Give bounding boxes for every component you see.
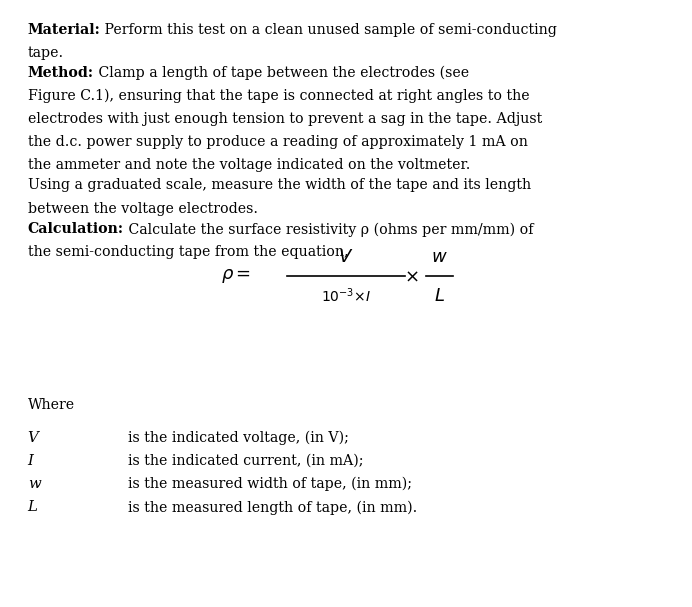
Text: Using a graduated scale, measure the width of the tape and its length: Using a graduated scale, measure the wid… (28, 178, 531, 192)
Text: Method:: Method: (28, 66, 93, 80)
Text: the ammeter and note the voltage indicated on the voltmeter.: the ammeter and note the voltage indicat… (28, 158, 470, 172)
Text: Perform this test on a clean unused sample of semi-conducting: Perform this test on a clean unused samp… (100, 23, 557, 37)
Text: tape.: tape. (28, 46, 64, 60)
Text: $\times$: $\times$ (404, 267, 419, 285)
Text: Where: Where (28, 398, 75, 412)
Text: w: w (28, 477, 40, 491)
Text: $\rho =$: $\rho =$ (221, 267, 251, 285)
Text: I: I (28, 454, 33, 468)
Text: is the measured width of tape, (in mm);: is the measured width of tape, (in mm); (128, 477, 412, 492)
Text: electrodes with just enough tension to prevent a sag in the tape. Adjust: electrodes with just enough tension to p… (28, 112, 542, 126)
Text: Calculate the surface resistivity ρ (ohms per mm/mm) of: Calculate the surface resistivity ρ (ohm… (124, 222, 533, 237)
Text: the d.c. power supply to produce a reading of approximately 1 mA on: the d.c. power supply to produce a readi… (28, 135, 527, 149)
Text: V: V (28, 431, 39, 445)
Text: is the measured length of tape, (in mm).: is the measured length of tape, (in mm). (128, 500, 417, 515)
Text: Figure C.1), ensuring that the tape is connected at right angles to the: Figure C.1), ensuring that the tape is c… (28, 89, 529, 103)
Text: between the voltage electrodes.: between the voltage electrodes. (28, 202, 257, 215)
Text: Calculation:: Calculation: (28, 222, 124, 236)
Text: $L$: $L$ (434, 287, 445, 305)
Text: $V$: $V$ (338, 248, 354, 266)
Text: $10^{-3}{\times}I$: $10^{-3}{\times}I$ (321, 287, 371, 305)
Text: the semi-conducting tape from the equation,: the semi-conducting tape from the equati… (28, 245, 348, 259)
Text: is the indicated current, (in mA);: is the indicated current, (in mA); (128, 454, 363, 468)
Text: L: L (28, 500, 37, 514)
Text: Clamp a length of tape between the electrodes (see: Clamp a length of tape between the elect… (93, 66, 468, 80)
Text: is the indicated voltage, (in V);: is the indicated voltage, (in V); (128, 431, 349, 446)
Text: Material:: Material: (28, 23, 100, 37)
Text: $w$: $w$ (431, 248, 448, 266)
